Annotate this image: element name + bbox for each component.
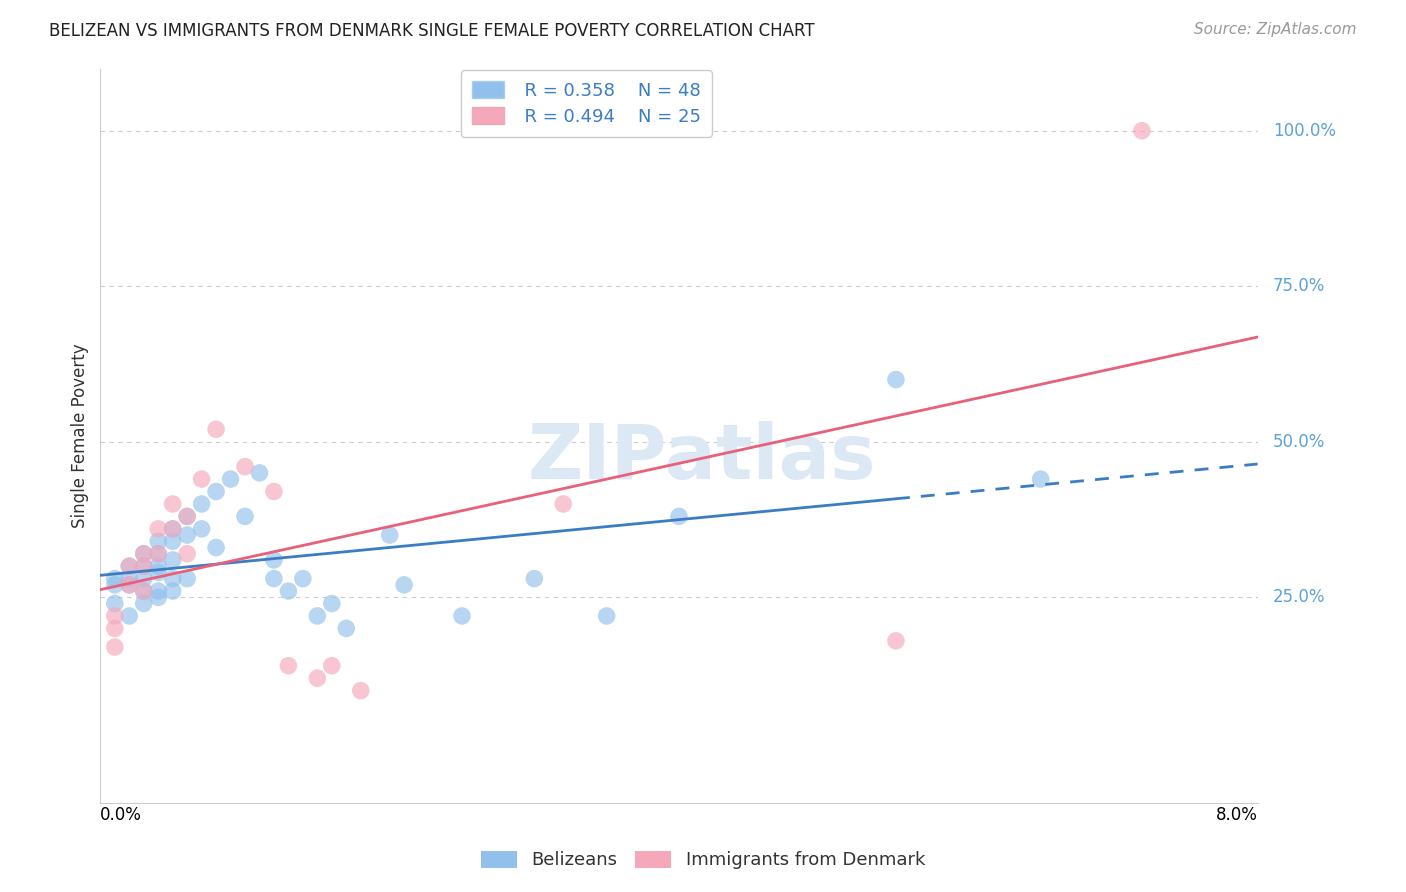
Point [132, 547, 155, 561]
Point [884, 633, 907, 648]
Point [176, 547, 198, 561]
Text: 8.0%: 8.0% [1216, 805, 1257, 823]
Point [148, 584, 170, 599]
Point [104, 572, 127, 586]
Point [335, 621, 357, 635]
Point [148, 522, 170, 536]
Point [176, 509, 198, 524]
Point [118, 578, 141, 592]
Point [162, 572, 184, 586]
Point [307, 671, 329, 685]
Point [162, 534, 184, 549]
Point [104, 578, 127, 592]
Point [249, 466, 271, 480]
Point [233, 509, 256, 524]
Point [595, 609, 617, 624]
Text: 100.0%: 100.0% [1272, 121, 1336, 140]
Point [190, 472, 212, 486]
Point [118, 572, 141, 586]
Point [148, 591, 170, 605]
Point [1130, 124, 1153, 138]
Point [350, 683, 373, 698]
Point [104, 640, 127, 654]
Text: BELIZEAN VS IMMIGRANTS FROM DENMARK SINGLE FEMALE POVERTY CORRELATION CHART: BELIZEAN VS IMMIGRANTS FROM DENMARK SING… [49, 22, 815, 40]
Point [104, 597, 127, 611]
Point [263, 553, 285, 567]
Point [451, 609, 474, 624]
Point [263, 484, 285, 499]
Point [118, 609, 141, 624]
Point [176, 509, 198, 524]
Point [553, 497, 575, 511]
Text: 75.0%: 75.0% [1272, 277, 1324, 295]
Point [148, 559, 170, 574]
Text: 0.0%: 0.0% [100, 805, 142, 823]
Text: 25.0%: 25.0% [1272, 589, 1324, 607]
Point [104, 621, 127, 635]
Point [884, 373, 907, 387]
Point [291, 572, 314, 586]
Point [132, 559, 155, 574]
Point [162, 553, 184, 567]
Point [321, 597, 343, 611]
Point [307, 609, 329, 624]
Point [190, 497, 212, 511]
Point [205, 422, 228, 436]
Point [219, 472, 242, 486]
Point [162, 497, 184, 511]
Point [118, 559, 141, 574]
Point [148, 547, 170, 561]
Point [378, 528, 401, 542]
Point [668, 509, 690, 524]
Point [132, 584, 155, 599]
Point [190, 522, 212, 536]
Point [162, 522, 184, 536]
Legend:   R = 0.358    N = 48,   R = 0.494    N = 25: R = 0.358 N = 48, R = 0.494 N = 25 [461, 70, 711, 136]
Y-axis label: Single Female Poverty: Single Female Poverty [72, 343, 89, 528]
Point [321, 658, 343, 673]
Text: 50.0%: 50.0% [1272, 433, 1324, 450]
Point [233, 459, 256, 474]
Point [132, 584, 155, 599]
Legend: Belizeans, Immigrants from Denmark: Belizeans, Immigrants from Denmark [471, 842, 935, 879]
Point [118, 578, 141, 592]
Point [205, 484, 228, 499]
Point [104, 609, 127, 624]
Point [132, 572, 155, 586]
Point [1029, 472, 1052, 486]
Point [392, 578, 415, 592]
Point [263, 572, 285, 586]
Point [277, 658, 299, 673]
Point [162, 522, 184, 536]
Point [176, 528, 198, 542]
Text: Source: ZipAtlas.com: Source: ZipAtlas.com [1194, 22, 1357, 37]
Point [148, 534, 170, 549]
Point [118, 559, 141, 574]
Point [132, 559, 155, 574]
Point [148, 547, 170, 561]
Point [176, 572, 198, 586]
Point [277, 584, 299, 599]
Point [132, 597, 155, 611]
Point [205, 541, 228, 555]
Point [162, 584, 184, 599]
Text: ZIPatlas: ZIPatlas [527, 420, 876, 494]
Point [132, 547, 155, 561]
Point [523, 572, 546, 586]
Point [148, 566, 170, 580]
